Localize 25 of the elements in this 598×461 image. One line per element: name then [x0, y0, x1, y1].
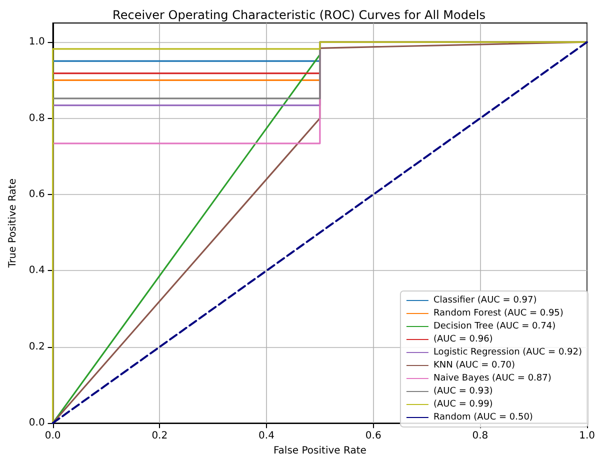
legend-label: Random (AUC = 0.50) [433, 412, 533, 422]
legend-label: (AUC = 0.93) [433, 386, 493, 396]
legend-label: Classifier (AUC = 0.97) [433, 296, 537, 306]
legend-label: Logistic Regression (AUC = 0.92) [433, 348, 582, 358]
chart-title: Receiver Operating Characteristic (ROC) Curves for All Models [112, 8, 486, 22]
legend-label: (AUC = 0.99) [433, 400, 493, 410]
x-axis-title: False Positive Rate [273, 446, 366, 456]
legend-label: KNN (AUC = 0.70) [433, 360, 516, 370]
legend-label: Naive Bayes (AUC = 0.87) [433, 374, 552, 384]
x-tick-label: 0.0 [44, 430, 61, 442]
x-tick-label: 0.2 [152, 430, 168, 442]
x-tick-label: 0.4 [258, 430, 274, 442]
x-tick-label: 0.6 [365, 430, 382, 442]
y-tick-label: 0.6 [28, 188, 45, 200]
y-tick-label: 0.4 [28, 265, 45, 276]
y-tick-label: 1.0 [28, 36, 45, 48]
legend-label: (AUC = 0.96) [433, 334, 493, 344]
y-tick-label: 0.2 [28, 341, 45, 352]
x-tick-label: 0.8 [472, 430, 488, 442]
legend-label: Decision Tree (AUC = 0.74) [433, 322, 556, 332]
y-axis-title: True Positive Rate [8, 178, 18, 269]
y-tick-label: 0.0 [28, 418, 45, 429]
legend-label: Random Forest (AUC = 0.95) [433, 308, 564, 318]
y-tick-label: 0.8 [28, 112, 45, 124]
x-tick-label: 1.0 [579, 430, 595, 442]
